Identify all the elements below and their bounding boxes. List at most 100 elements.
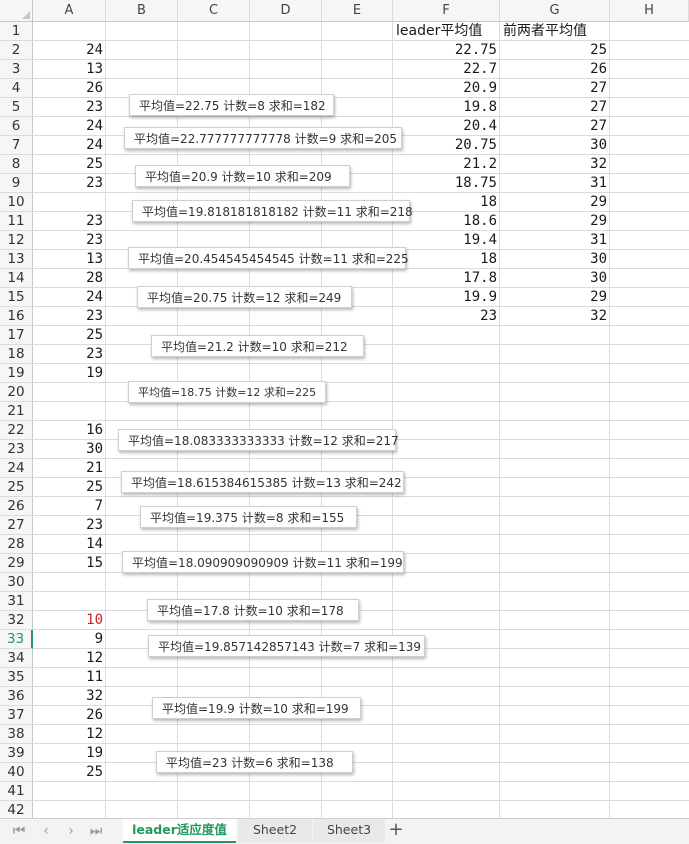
cell-F12[interactable]: 19.4 bbox=[463, 232, 497, 248]
cell-F10[interactable]: 18 bbox=[480, 194, 497, 210]
column-header-B[interactable]: B bbox=[106, 0, 178, 22]
row-header-13[interactable]: 13 bbox=[0, 250, 33, 269]
cell-F9[interactable]: 18.75 bbox=[454, 175, 497, 191]
first-sheet-icon[interactable]: ⏮ bbox=[12, 823, 26, 839]
row-header-26[interactable]: 26 bbox=[0, 497, 33, 516]
cell-G7[interactable]: 30 bbox=[590, 137, 607, 153]
row-header-30[interactable]: 30 bbox=[0, 573, 33, 592]
cell-A32[interactable]: 10 bbox=[86, 612, 103, 628]
cell-A29[interactable]: 15 bbox=[86, 555, 103, 571]
cell-A7[interactable]: 24 bbox=[86, 137, 103, 153]
row-header-8[interactable]: 8 bbox=[0, 155, 33, 174]
cell-F16[interactable]: 23 bbox=[480, 308, 497, 324]
tab-sheet2[interactable]: Sheet2 bbox=[238, 819, 312, 843]
cell-A14[interactable]: 28 bbox=[86, 270, 103, 286]
cell-A40[interactable]: 25 bbox=[86, 764, 103, 780]
row-header-18[interactable]: 18 bbox=[0, 345, 33, 364]
row-header-35[interactable]: 35 bbox=[0, 668, 33, 687]
row-header-2[interactable]: 2 bbox=[0, 41, 33, 60]
column-header-F[interactable]: F bbox=[393, 0, 500, 22]
cell-G2[interactable]: 25 bbox=[590, 42, 607, 58]
row-header-15[interactable]: 15 bbox=[0, 288, 33, 307]
cell-A16[interactable]: 23 bbox=[86, 308, 103, 324]
cell-A34[interactable]: 12 bbox=[86, 650, 103, 666]
cell-G5[interactable]: 27 bbox=[590, 99, 607, 115]
cell-F7[interactable]: 20.75 bbox=[454, 137, 497, 153]
cell-A37[interactable]: 26 bbox=[86, 707, 103, 723]
cell-F8[interactable]: 21.2 bbox=[463, 156, 497, 172]
cell-A2[interactable]: 24 bbox=[86, 42, 103, 58]
cell-A11[interactable]: 23 bbox=[86, 213, 103, 229]
column-header-G[interactable]: G bbox=[500, 0, 610, 22]
cell-A15[interactable]: 24 bbox=[86, 289, 103, 305]
row-header-32[interactable]: 32 bbox=[0, 611, 33, 630]
cell-G8[interactable]: 32 bbox=[590, 156, 607, 172]
row-header-28[interactable]: 28 bbox=[0, 535, 33, 554]
row-header-12[interactable]: 12 bbox=[0, 231, 33, 250]
cell-A19[interactable]: 19 bbox=[86, 365, 103, 381]
cell-A27[interactable]: 23 bbox=[86, 517, 103, 533]
cell-A26[interactable]: 7 bbox=[94, 498, 103, 514]
cell-A39[interactable]: 19 bbox=[86, 745, 103, 761]
row-header-42[interactable]: 42 bbox=[0, 801, 33, 818]
cell-A23[interactable]: 30 bbox=[86, 441, 103, 457]
row-header-3[interactable]: 3 bbox=[0, 60, 33, 79]
cell-G6[interactable]: 27 bbox=[590, 118, 607, 134]
cell-A13[interactable]: 13 bbox=[86, 251, 103, 267]
cell-G9[interactable]: 31 bbox=[590, 175, 607, 191]
cell-F5[interactable]: 19.8 bbox=[463, 99, 497, 115]
row-header-19[interactable]: 19 bbox=[0, 364, 33, 383]
row-header-20[interactable]: 20 bbox=[0, 383, 33, 402]
row-header-17[interactable]: 17 bbox=[0, 326, 33, 345]
row-header-38[interactable]: 38 bbox=[0, 725, 33, 744]
cell-A38[interactable]: 12 bbox=[86, 726, 103, 742]
cell-A12[interactable]: 23 bbox=[86, 232, 103, 248]
cell-G13[interactable]: 30 bbox=[590, 251, 607, 267]
cell-A28[interactable]: 14 bbox=[86, 536, 103, 552]
cell-F11[interactable]: 18.6 bbox=[463, 213, 497, 229]
cell-F15[interactable]: 19.9 bbox=[463, 289, 497, 305]
row-header-6[interactable]: 6 bbox=[0, 117, 33, 136]
cell-A8[interactable]: 25 bbox=[86, 156, 103, 172]
column-header-C[interactable]: C bbox=[178, 0, 250, 22]
cell-F4[interactable]: 20.9 bbox=[463, 80, 497, 96]
row-header-5[interactable]: 5 bbox=[0, 98, 33, 117]
row-header-39[interactable]: 39 bbox=[0, 744, 33, 763]
cell-A35[interactable]: 11 bbox=[86, 669, 103, 685]
row-header-14[interactable]: 14 bbox=[0, 269, 33, 288]
cell-G14[interactable]: 30 bbox=[590, 270, 607, 286]
next-sheet-icon[interactable]: › bbox=[68, 823, 74, 839]
add-sheet-button[interactable]: + bbox=[388, 819, 404, 840]
column-header-D[interactable]: D bbox=[250, 0, 322, 22]
cell-F1[interactable]: leader平均值 bbox=[396, 23, 483, 39]
row-header-21[interactable]: 21 bbox=[0, 402, 33, 421]
column-header-A[interactable]: A bbox=[33, 0, 106, 22]
row-header-9[interactable]: 9 bbox=[0, 174, 33, 193]
cell-G10[interactable]: 29 bbox=[590, 194, 607, 210]
cell-G1[interactable]: 前两者平均值 bbox=[503, 23, 587, 39]
cell-A3[interactable]: 13 bbox=[86, 61, 103, 77]
cell-G12[interactable]: 31 bbox=[590, 232, 607, 248]
tab-sheet3[interactable]: Sheet3 bbox=[313, 819, 385, 843]
cell-F13[interactable]: 18 bbox=[480, 251, 497, 267]
cell-G16[interactable]: 32 bbox=[590, 308, 607, 324]
row-header-41[interactable]: 41 bbox=[0, 782, 33, 801]
select-all-corner[interactable] bbox=[0, 0, 33, 22]
row-header-16[interactable]: 16 bbox=[0, 307, 33, 326]
cell-A17[interactable]: 25 bbox=[86, 327, 103, 343]
row-header-36[interactable]: 36 bbox=[0, 687, 33, 706]
cell-G15[interactable]: 29 bbox=[590, 289, 607, 305]
row-header-4[interactable]: 4 bbox=[0, 79, 33, 98]
row-header-33[interactable]: 33 bbox=[0, 630, 33, 649]
cell-A25[interactable]: 25 bbox=[86, 479, 103, 495]
cell-F6[interactable]: 20.4 bbox=[463, 118, 497, 134]
cell-F14[interactable]: 17.8 bbox=[463, 270, 497, 286]
cell-G11[interactable]: 29 bbox=[590, 213, 607, 229]
row-header-29[interactable]: 29 bbox=[0, 554, 33, 573]
column-header-H[interactable]: H bbox=[610, 0, 689, 22]
row-header-22[interactable]: 22 bbox=[0, 421, 33, 440]
last-sheet-icon[interactable]: ⏭ bbox=[89, 823, 103, 839]
cell-G4[interactable]: 27 bbox=[590, 80, 607, 96]
row-header-11[interactable]: 11 bbox=[0, 212, 33, 231]
